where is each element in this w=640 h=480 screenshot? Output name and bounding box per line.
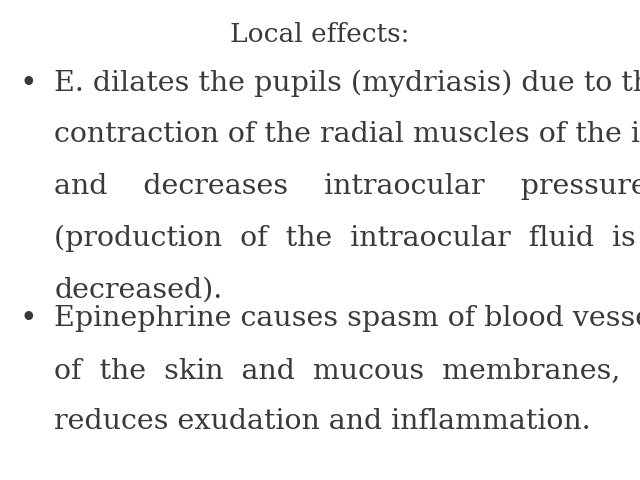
Text: decreased).: decreased). bbox=[54, 277, 223, 304]
Text: Epinephrine causes spasm of blood vessels: Epinephrine causes spasm of blood vessel… bbox=[54, 305, 640, 332]
Text: •: • bbox=[19, 305, 37, 333]
Text: reduces exudation and inflammation.: reduces exudation and inflammation. bbox=[54, 408, 591, 435]
Text: Local effects:: Local effects: bbox=[230, 22, 410, 47]
Text: of  the  skin  and  mucous  membranes,: of the skin and mucous membranes, bbox=[54, 357, 621, 384]
Text: contraction of the radial muscles of the iris: contraction of the radial muscles of the… bbox=[54, 121, 640, 148]
Text: •: • bbox=[19, 70, 37, 97]
Text: E. dilates the pupils (mydriasis) due to the: E. dilates the pupils (mydriasis) due to… bbox=[54, 70, 640, 97]
Text: and    decreases    intraocular    pressure: and decreases intraocular pressure bbox=[54, 173, 640, 200]
Text: (production  of  the  intraocular  fluid  is: (production of the intraocular fluid is bbox=[54, 225, 636, 252]
